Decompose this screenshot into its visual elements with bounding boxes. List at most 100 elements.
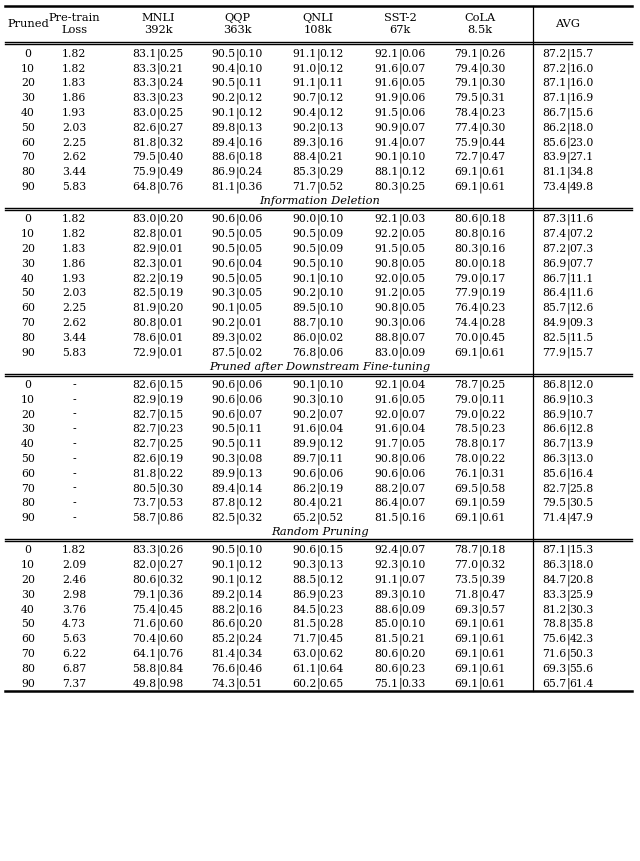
Text: |: | (235, 574, 239, 585)
Text: 0.04: 0.04 (401, 380, 426, 390)
Text: 65.2: 65.2 (292, 513, 317, 523)
Text: |: | (316, 228, 320, 240)
Text: 90.5: 90.5 (211, 424, 236, 434)
Text: |: | (156, 453, 160, 465)
Text: |: | (566, 108, 570, 119)
Text: |: | (398, 468, 402, 480)
Text: |: | (235, 302, 239, 314)
Text: 91.1: 91.1 (374, 575, 399, 585)
Text: 79.1: 79.1 (132, 590, 157, 600)
Text: 90.8: 90.8 (374, 259, 399, 269)
Text: 80.0: 80.0 (454, 259, 479, 269)
Text: 70.0: 70.0 (454, 333, 479, 343)
Text: 0.12: 0.12 (401, 167, 426, 177)
Text: 0.23: 0.23 (319, 590, 344, 600)
Text: |: | (478, 438, 482, 449)
Text: |: | (235, 545, 239, 556)
Text: |: | (478, 394, 482, 406)
Text: 0.06: 0.06 (401, 93, 426, 103)
Text: 86.3: 86.3 (542, 454, 566, 464)
Text: 0.07: 0.07 (401, 484, 426, 493)
Text: 0.01: 0.01 (239, 318, 263, 328)
Text: 11.6: 11.6 (570, 288, 594, 299)
Text: 0.18: 0.18 (481, 259, 506, 269)
Text: |: | (316, 574, 320, 585)
Text: 92.0: 92.0 (374, 274, 399, 283)
Text: 70: 70 (21, 484, 35, 493)
Text: Random Pruning: Random Pruning (271, 527, 369, 537)
Text: 89.3: 89.3 (211, 333, 236, 343)
Text: 71.6: 71.6 (542, 649, 566, 659)
Text: 88.6: 88.6 (211, 152, 236, 163)
Text: |: | (156, 347, 160, 358)
Text: 16.0: 16.0 (570, 64, 594, 74)
Text: 91.7: 91.7 (374, 439, 399, 449)
Text: |: | (566, 589, 570, 601)
Text: |: | (156, 332, 160, 344)
Text: 1.83: 1.83 (62, 244, 86, 254)
Text: 91.4: 91.4 (374, 138, 399, 148)
Text: 30: 30 (21, 93, 35, 103)
Text: 91.6: 91.6 (374, 64, 399, 74)
Text: 58.8: 58.8 (132, 664, 157, 674)
Text: 91.1: 91.1 (292, 49, 317, 59)
Text: |: | (316, 438, 320, 449)
Text: |: | (478, 182, 482, 193)
Text: 5.83: 5.83 (62, 348, 86, 357)
Text: 90.2: 90.2 (292, 288, 317, 299)
Text: |: | (235, 483, 239, 494)
Text: 5.83: 5.83 (62, 182, 86, 192)
Text: 0.17: 0.17 (481, 439, 506, 449)
Text: 20: 20 (21, 244, 35, 254)
Text: |: | (316, 634, 320, 645)
Text: |: | (398, 137, 402, 148)
Text: 89.9: 89.9 (211, 468, 236, 479)
Text: 0.64: 0.64 (319, 664, 344, 674)
Text: |: | (156, 424, 160, 435)
Text: Pruned after Downstream Fine-tuning: Pruned after Downstream Fine-tuning (209, 362, 431, 372)
Text: 85.3: 85.3 (292, 167, 317, 177)
Text: 0.01: 0.01 (159, 244, 184, 254)
Text: 1.86: 1.86 (62, 259, 86, 269)
Text: |: | (156, 468, 160, 480)
Text: 0.20: 0.20 (239, 619, 263, 629)
Text: |: | (235, 152, 239, 164)
Text: 1.86: 1.86 (62, 93, 86, 103)
Text: 90.2: 90.2 (211, 318, 236, 328)
Text: 86.7: 86.7 (542, 274, 566, 283)
Text: 73.4: 73.4 (542, 182, 566, 192)
Text: |: | (478, 560, 482, 571)
Text: -: - (72, 499, 76, 508)
Text: 0.24: 0.24 (239, 167, 263, 177)
Text: 84.5: 84.5 (292, 604, 317, 615)
Text: 0.07: 0.07 (401, 64, 426, 74)
Text: |: | (156, 379, 160, 391)
Text: |: | (478, 468, 482, 480)
Text: 89.2: 89.2 (211, 590, 236, 600)
Text: |: | (156, 182, 160, 193)
Text: 0.21: 0.21 (401, 635, 426, 644)
Text: 0.39: 0.39 (481, 575, 506, 585)
Text: 81.8: 81.8 (132, 468, 157, 479)
Text: |: | (156, 678, 160, 690)
Text: |: | (316, 424, 320, 435)
Text: |: | (316, 182, 320, 193)
Text: 12.6: 12.6 (570, 303, 594, 313)
Text: |: | (566, 498, 570, 509)
Text: 0.36: 0.36 (159, 590, 184, 600)
Text: 75.6: 75.6 (542, 635, 566, 644)
Text: 0.12: 0.12 (319, 439, 344, 449)
Text: 83.3: 83.3 (132, 78, 157, 89)
Text: |: | (398, 288, 402, 299)
Text: 83.3: 83.3 (132, 64, 157, 74)
Text: |: | (398, 678, 402, 690)
Text: |: | (398, 273, 402, 284)
Text: 12.8: 12.8 (570, 424, 594, 434)
Text: 79.0: 79.0 (454, 394, 479, 405)
Text: 82.3: 82.3 (132, 259, 157, 269)
Text: 81.1: 81.1 (211, 182, 236, 192)
Text: 63.0: 63.0 (292, 649, 317, 659)
Text: |: | (156, 273, 160, 284)
Text: |: | (478, 663, 482, 674)
Text: 90.6: 90.6 (211, 394, 236, 405)
